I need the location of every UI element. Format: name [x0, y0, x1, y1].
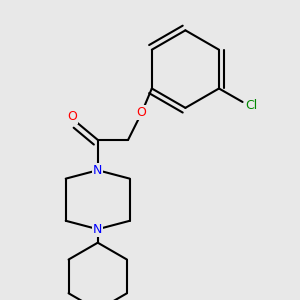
Text: O: O	[68, 110, 77, 123]
Text: N: N	[93, 164, 102, 177]
Text: N: N	[93, 223, 102, 236]
Text: Cl: Cl	[245, 99, 257, 112]
Text: O: O	[136, 106, 146, 119]
